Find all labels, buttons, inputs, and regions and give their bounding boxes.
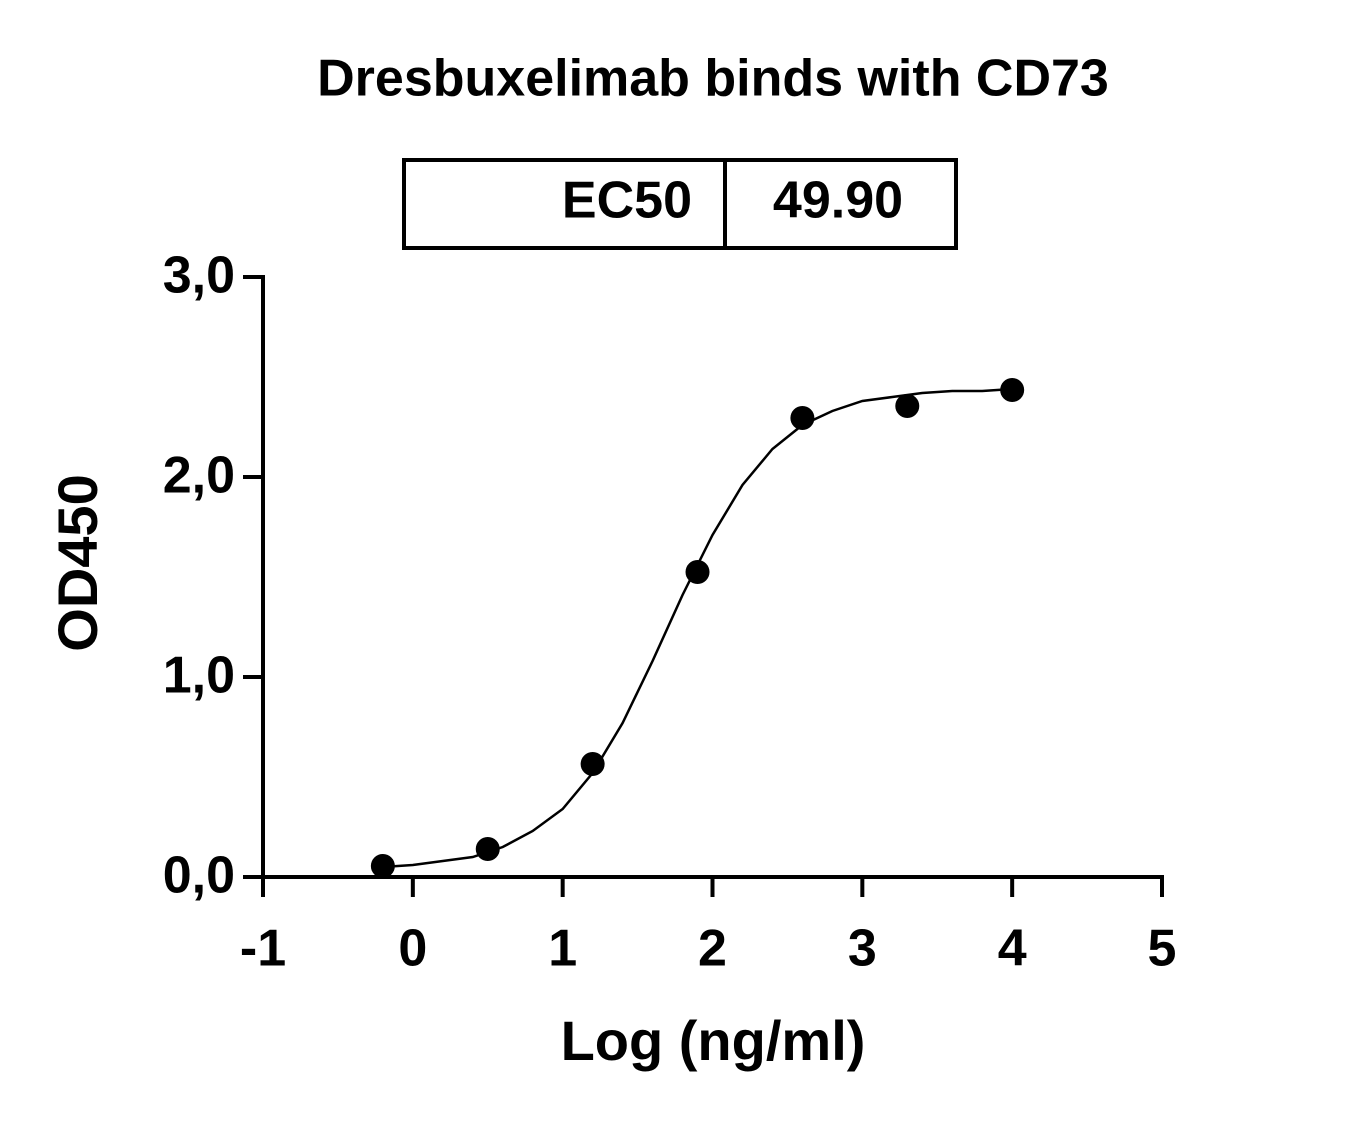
fit-curve: [382, 387, 1013, 869]
x-tick-label: 5: [1148, 920, 1177, 978]
y-tick-label: 2,0: [163, 447, 235, 505]
data-point: [475, 837, 500, 861]
x-tick-label: -1: [240, 920, 286, 978]
data-point: [580, 752, 605, 776]
y-axis-label: OD450: [46, 474, 109, 651]
y-tick-label: 3,0: [163, 247, 235, 305]
chart-title: Dresbuxelimab binds with CD73: [317, 50, 1109, 108]
x-tick-label: 2: [698, 920, 727, 978]
y-tick-label: 0,0: [163, 847, 235, 905]
y-tick-label: 1,0: [163, 647, 235, 705]
data-point: [1000, 378, 1025, 402]
data-point: [790, 406, 815, 430]
x-tick-label: 4: [998, 920, 1027, 978]
ec50-box: [402, 158, 958, 250]
data-point: [895, 394, 920, 418]
data-point: [685, 560, 710, 584]
x-axis-label: Log (ng/ml): [561, 1009, 866, 1072]
x-tick-label: 0: [398, 920, 427, 978]
ec50-label: EC50: [562, 172, 692, 230]
ec50-value: 49.90: [773, 172, 903, 230]
x-tick-label: 3: [848, 920, 877, 978]
data-point: [370, 854, 395, 878]
x-tick-label: 1: [548, 920, 577, 978]
